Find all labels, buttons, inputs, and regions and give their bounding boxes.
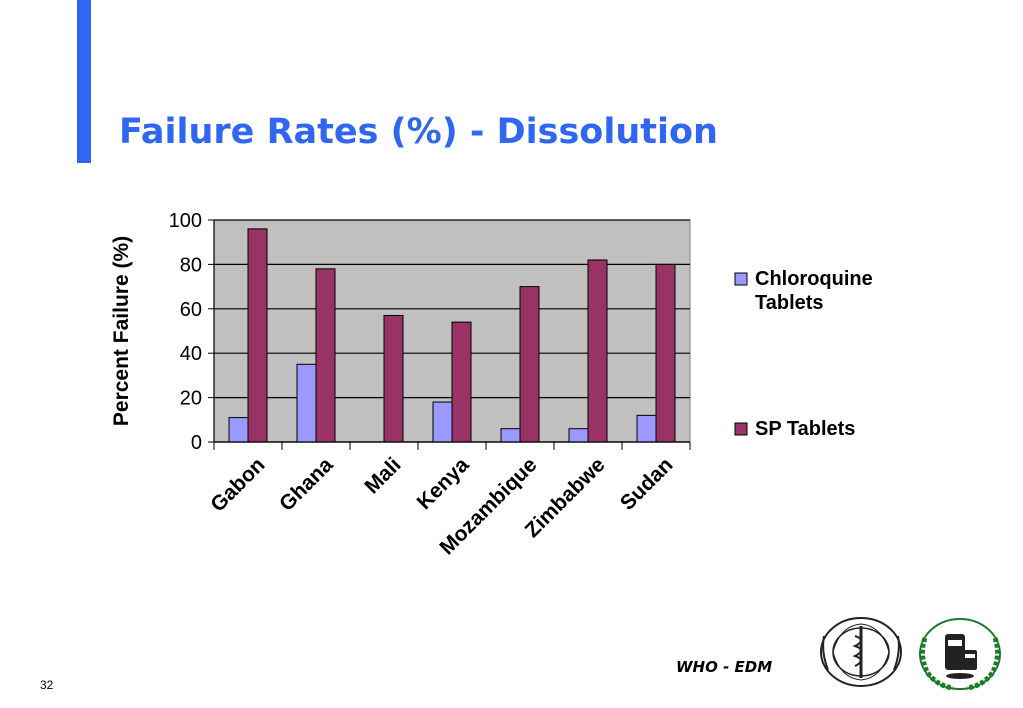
y-tick-label: 0 (191, 432, 202, 454)
slide-title: Failure Rates (%) - Dissolution (119, 112, 718, 152)
x-tick-label-sudan: Sudan (616, 453, 678, 515)
footer-label: WHO - EDM (676, 658, 773, 676)
bar-sp-tablets-mali (383, 314, 404, 443)
legend-label-chloroquine-tablets: Chloroquine Tablets (755, 268, 873, 314)
title-accent-bar (77, 0, 91, 163)
bar-chloroquine-tablets-sudan (636, 414, 657, 443)
legend-label-sp-tablets: SP Tablets (755, 418, 855, 440)
y-axis-label: Percent Failure (%) (110, 236, 133, 426)
bar-chloroquine-tablets-kenya (432, 401, 453, 443)
y-tick-label: 20 (180, 388, 202, 410)
bar-chloroquine-tablets-ghana (296, 363, 317, 443)
y-tick-label: 100 (169, 210, 202, 232)
bar-sp-tablets-sudan (655, 263, 676, 443)
bar-sp-tablets-gabon (247, 228, 268, 443)
x-tick-label-gabon: Gabon (206, 453, 269, 516)
x-tick-label-mali: Mali (360, 453, 405, 498)
bar-chloroquine-tablets-gabon (228, 417, 249, 443)
bar-chloroquine-tablets-zimbabwe (568, 428, 589, 443)
bar-sp-tablets-ghana (315, 268, 336, 443)
bar-sp-tablets-zimbabwe (587, 259, 608, 443)
who-emblem-icon (820, 617, 902, 687)
bar-chloroquine-tablets-mozambique (500, 428, 521, 443)
legend-swatch-chloroquine-tablets (734, 272, 748, 286)
page-number: 32 (40, 678, 54, 692)
y-tick-label: 60 (180, 299, 202, 321)
bar-sp-tablets-mozambique (519, 286, 540, 443)
y-tick-label: 40 (180, 343, 202, 365)
y-tick-label: 80 (180, 254, 202, 276)
legend: Chloroquine Tablets SP Tablets (734, 268, 873, 440)
legend-swatch-sp-tablets (734, 422, 748, 436)
edm-emblem-icon (919, 618, 1001, 691)
x-tick-label-kenya: Kenya (413, 453, 474, 514)
bar-sp-tablets-kenya (451, 321, 472, 443)
x-tick-label-ghana: Ghana (275, 453, 338, 516)
